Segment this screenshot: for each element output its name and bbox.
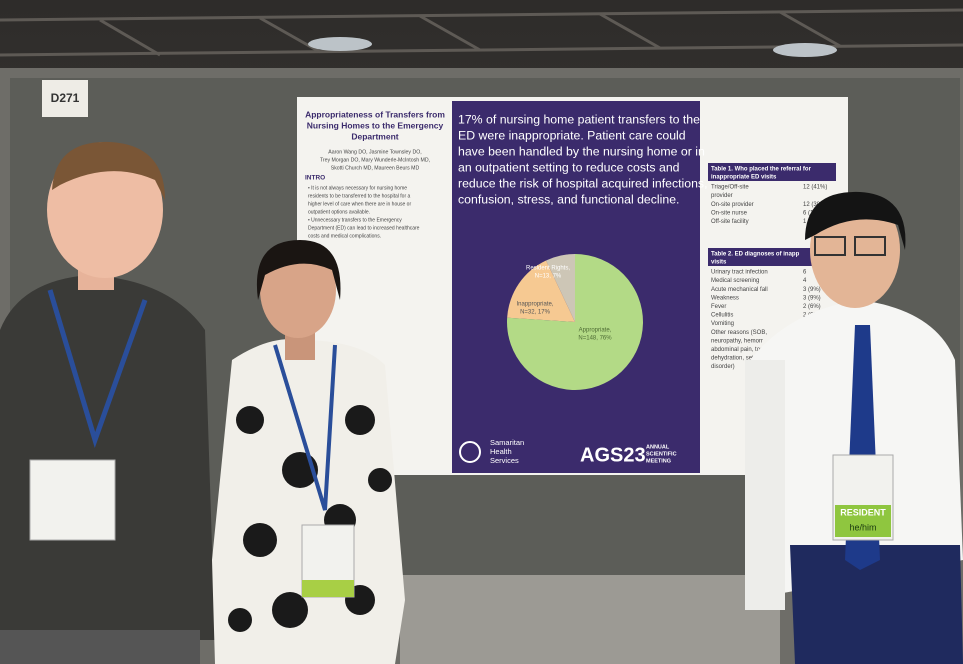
intro-text: outpatient options available.	[308, 209, 370, 215]
table-cell: Triage/Off-site	[711, 185, 749, 191]
floor	[400, 575, 780, 664]
poster-authors: Trey Morgan DO, Mary Wunderle-McIntosh M…	[320, 157, 430, 163]
poster-title: Appropriateness of Transfers from	[305, 109, 445, 119]
table-cell: provider	[711, 193, 733, 199]
badge-band	[835, 505, 891, 537]
intro-text: higher level of care when there are in h…	[308, 201, 411, 207]
headline: have been handled by the nursing home or…	[458, 144, 705, 158]
intro-text: Department (ED) can lead to increased he…	[308, 225, 420, 231]
table-cell: 4	[803, 278, 807, 284]
lanyard	[47, 289, 148, 449]
pie-label: N=13, 7%	[535, 274, 562, 280]
hair	[805, 191, 906, 250]
light	[308, 37, 372, 51]
pie-slice	[546, 254, 575, 322]
headline: 17% of nursing home patient transfers to…	[458, 112, 700, 126]
poster-authors: Aaron Wang DO, Jasmine Townsley DO,	[328, 149, 421, 155]
table-cell: On-site provider	[711, 202, 754, 208]
pie-slice	[507, 260, 575, 322]
booth-number: D271	[51, 91, 80, 105]
table-header	[708, 248, 836, 266]
table-cell: 12 (41%)	[803, 185, 827, 191]
table-cell: 3 (9%)	[803, 295, 821, 301]
logo-ags: AGS23	[580, 444, 646, 466]
logo-text: Services	[490, 456, 519, 465]
logo-text: Health	[490, 447, 512, 456]
table-cell: 2 (6%)	[803, 304, 821, 310]
booth-sign	[42, 80, 88, 117]
poster-title: Department	[351, 131, 398, 141]
poster-title: Nursing Homes to the Emergency	[307, 120, 444, 130]
intro-text: costs and medical complications.	[308, 233, 381, 239]
sweater	[0, 275, 215, 640]
table-cell: Fever	[711, 304, 726, 310]
headline: ED were inappropriate. Patient care coul…	[458, 128, 686, 142]
table-cell: abdominal pain, too	[711, 347, 764, 353]
headline: an outpatient setting to reduce costs an…	[458, 160, 680, 174]
table-cell: Acute mechanical fall	[711, 287, 768, 293]
badge-role: RESIDENT	[840, 507, 886, 517]
person-left	[0, 141, 215, 664]
person-right: RESIDENT he/him	[745, 191, 963, 664]
table-cell: Weakness	[711, 295, 739, 301]
headline: reduce the risk of hospital acquired inf…	[458, 176, 708, 190]
pie-label: N=32, 17%	[520, 310, 551, 316]
hair	[52, 141, 165, 200]
table-cell: 3 (9%)	[803, 287, 821, 293]
logo-text: Samaritan	[490, 438, 524, 447]
table-header	[708, 163, 836, 181]
table-cell: dehydration, seizu	[711, 356, 760, 362]
poster-authors: Skotti Church MD, Maureen Beurs MD	[331, 165, 420, 171]
table-cell: Medical screening	[711, 278, 759, 284]
table-cell: On-site nurse	[711, 210, 748, 216]
pie-label: Resident Rights,	[526, 266, 570, 272]
pie-label: N=148, 76%	[578, 336, 612, 342]
table-title: Table 1. Who placed the referral for	[711, 167, 812, 173]
intro-text: residents to be transferred to the hospi…	[308, 193, 410, 199]
table-title: inappropriate ED visits	[711, 175, 777, 181]
poster-content: Appropriateness of Transfers fromNursing…	[305, 109, 836, 466]
table-cell: Vomiting	[711, 321, 734, 327]
badge-band	[302, 580, 354, 597]
table-title: Table 2. ED diagnoses of inapp	[711, 252, 800, 258]
intro-heading: INTRO	[305, 175, 325, 182]
pie-slice	[507, 254, 643, 390]
arm	[745, 360, 785, 610]
table-cell: neuropathy, hemorr	[711, 338, 763, 344]
table-cell: disorder)	[711, 364, 735, 370]
badge-pronouns: he/him	[849, 522, 876, 532]
logo-sub: SCIENTIFIC	[646, 451, 677, 457]
person-middle	[212, 240, 405, 664]
table-cell: Off-site facility	[711, 219, 749, 225]
pie-label: Inappropriate,	[516, 302, 553, 308]
logo-mark	[459, 441, 481, 463]
badge	[29, 459, 116, 541]
lanyard	[273, 344, 337, 511]
light	[773, 43, 837, 57]
glasses	[854, 236, 886, 256]
logo-sub: MEETING	[646, 458, 671, 464]
headline: confusion, stress, and functional declin…	[458, 192, 679, 206]
trousers	[0, 630, 200, 664]
trousers	[790, 545, 963, 664]
table-cell: Other reasons (SOB,	[711, 330, 767, 336]
table-title: visits	[711, 260, 727, 266]
intro-text: • Unnecessary transfers to the Emergency	[308, 217, 402, 223]
table-cell: Cellulitis	[711, 313, 733, 319]
hair	[256, 240, 341, 300]
logo-sub: ANNUAL	[646, 444, 670, 450]
table-cell: 6	[803, 270, 807, 276]
table-cell: 12 (38%)	[803, 202, 827, 208]
intro-text: • It is not always necessary for nursing…	[308, 185, 407, 191]
table-cell: Urinary tract infection	[711, 270, 768, 276]
pie-label: Appropriate,	[579, 328, 612, 334]
glasses	[814, 236, 846, 256]
